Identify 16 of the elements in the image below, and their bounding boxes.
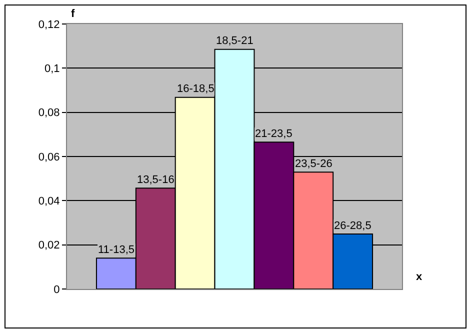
series-label: 23,5-26 [295, 158, 332, 170]
series-label: 16-18,5 [177, 83, 214, 95]
series-label: 11-13,5 [98, 244, 134, 256]
series-label: 21-23,5 [255, 128, 292, 140]
series-label: 18,5-21 [216, 35, 254, 47]
y-tick-label: 0,06 [38, 151, 60, 164]
series-label: 26-28,5 [334, 220, 372, 232]
y-tick-label: 0,1 [44, 63, 60, 76]
y-axis-title: f [71, 8, 75, 20]
y-tick-label: 0,02 [38, 240, 60, 252]
x-axis-title: x [416, 271, 423, 283]
y-tick-label: 0,04 [38, 196, 60, 208]
y-tick-label: 0,08 [38, 107, 60, 120]
y-tick-label: 0 [54, 284, 60, 296]
y-tick-label: 0,12 [38, 18, 60, 31]
series-label: 13,5-16 [137, 174, 174, 186]
